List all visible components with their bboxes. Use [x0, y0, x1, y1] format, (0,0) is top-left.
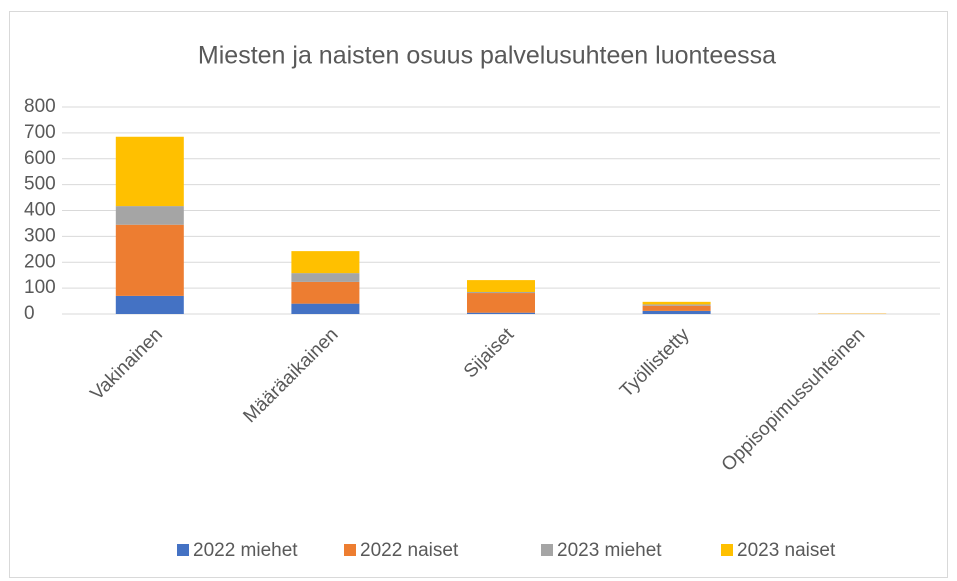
legend-label: 2022 naiset	[360, 540, 459, 561]
bar-segment	[642, 301, 711, 305]
legend-swatch	[721, 544, 733, 556]
bar-segment	[467, 292, 535, 294]
y-tick-label: 700	[24, 122, 56, 143]
bar-segment	[291, 281, 360, 304]
y-tick-label: 0	[24, 303, 35, 324]
bar-segment	[291, 251, 360, 274]
bar-segment	[115, 206, 184, 225]
legend-label: 2022 miehet	[193, 540, 298, 561]
y-tick-label: 400	[24, 200, 56, 221]
y-tick-label: 800	[24, 96, 56, 117]
legend-label: 2023 miehet	[557, 540, 662, 561]
legend-label: 2023 naiset	[737, 540, 836, 561]
bar-segment	[467, 280, 535, 293]
y-tick-label: 100	[24, 277, 56, 298]
legend-swatch	[541, 544, 553, 556]
chart-title: Miesten ja naisten osuus palvelusuhteen …	[198, 42, 776, 70]
y-tick-label: 200	[24, 251, 56, 272]
bar-segment	[115, 295, 184, 314]
bar-segment	[115, 136, 184, 207]
bar-segment	[115, 224, 184, 296]
bar-segment	[642, 305, 711, 311]
y-tick-label: 500	[24, 174, 56, 195]
bar-segment	[291, 303, 360, 314]
bar-segment	[642, 304, 711, 306]
legend-swatch	[344, 544, 356, 556]
bar-segment	[467, 312, 535, 314]
bar-segment	[642, 310, 711, 314]
y-tick-label: 300	[24, 225, 56, 246]
bar-segment	[467, 293, 535, 313]
bar-segment	[291, 273, 360, 282]
legend-swatch	[177, 544, 189, 556]
y-tick-label: 600	[24, 148, 56, 169]
